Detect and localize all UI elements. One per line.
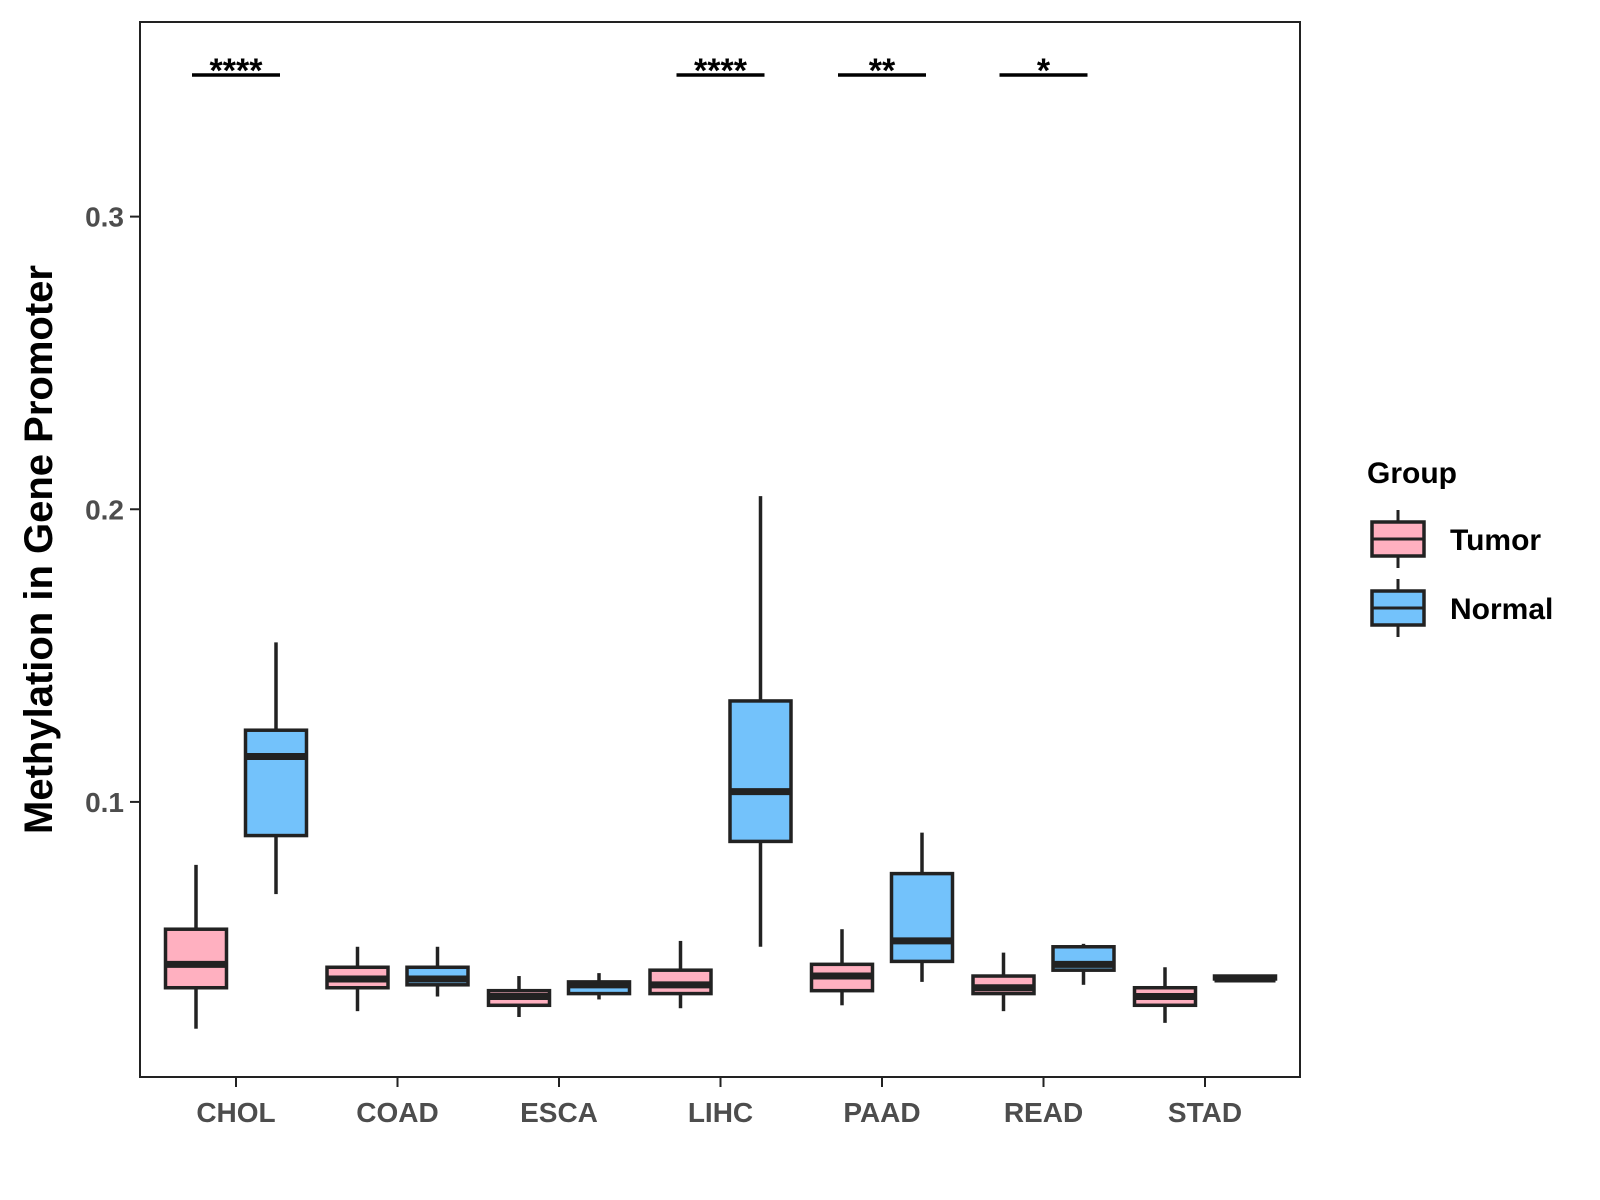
y-axis: 0.1 0.2 0.3 bbox=[85, 202, 140, 818]
significance-label: **** bbox=[210, 52, 264, 90]
significance-label: * bbox=[1037, 52, 1051, 90]
box-tumor-chol bbox=[163, 864, 229, 1029]
x-tick-label: CHOL bbox=[196, 1097, 275, 1128]
box-normal-esca bbox=[566, 973, 632, 1000]
box-normal-paad bbox=[889, 832, 955, 982]
y-tick-label: 0.2 bbox=[85, 494, 124, 525]
box-tumor-esca bbox=[486, 976, 552, 1018]
legend-entry-tumor: Tumor bbox=[1370, 510, 1541, 568]
legend-title: Group bbox=[1367, 457, 1457, 490]
box-normal-read bbox=[1051, 943, 1116, 985]
box-tumor-coad bbox=[325, 946, 390, 1012]
legend-label: Normal bbox=[1450, 593, 1553, 626]
y-tick-label: 0.1 bbox=[85, 787, 124, 818]
box-body bbox=[889, 871, 955, 964]
x-tick-label: LIHC bbox=[688, 1097, 753, 1128]
significance-label: ** bbox=[869, 52, 896, 90]
box-body bbox=[163, 927, 229, 990]
box-body bbox=[243, 728, 309, 838]
series-normal bbox=[243, 496, 1278, 1000]
significance-label: **** bbox=[694, 52, 748, 90]
series-tumor bbox=[163, 864, 1198, 1029]
x-tick-label: COAD bbox=[356, 1097, 438, 1128]
box-tumor-stad bbox=[1132, 967, 1198, 1023]
box-body bbox=[728, 699, 793, 844]
legend-entry-normal: Normal bbox=[1370, 579, 1553, 637]
significance-lihc: **** bbox=[676, 52, 765, 90]
x-tick-label: ESCA bbox=[520, 1097, 598, 1128]
x-tick-label: READ bbox=[1004, 1097, 1083, 1128]
significance-chol: **** bbox=[192, 52, 280, 90]
significance-paad: ** bbox=[838, 52, 926, 90]
box-normal-chol bbox=[243, 642, 309, 895]
box-tumor-read bbox=[971, 952, 1036, 1012]
x-tick-label: STAD bbox=[1168, 1097, 1242, 1128]
x-tick-label: PAAD bbox=[843, 1097, 920, 1128]
box-normal-lihc bbox=[728, 496, 793, 947]
y-tick-label: 0.3 bbox=[85, 202, 124, 233]
box-tumor-lihc bbox=[648, 940, 713, 1009]
y-axis-title: Methylation in Gene Promoter bbox=[17, 265, 61, 834]
x-axis: CHOL COAD ESCA LIHC PAAD READ STAD bbox=[196, 1077, 1242, 1128]
legend: Group Tumor Normal bbox=[1367, 457, 1553, 637]
box-normal-stad bbox=[1212, 974, 1278, 983]
box-tumor-paad bbox=[809, 929, 875, 1006]
box-normal-coad bbox=[405, 946, 470, 997]
plot-area: **** **** ** * bbox=[163, 52, 1278, 1029]
significance-read: * bbox=[999, 52, 1088, 90]
legend-label: Tumor bbox=[1450, 524, 1541, 557]
